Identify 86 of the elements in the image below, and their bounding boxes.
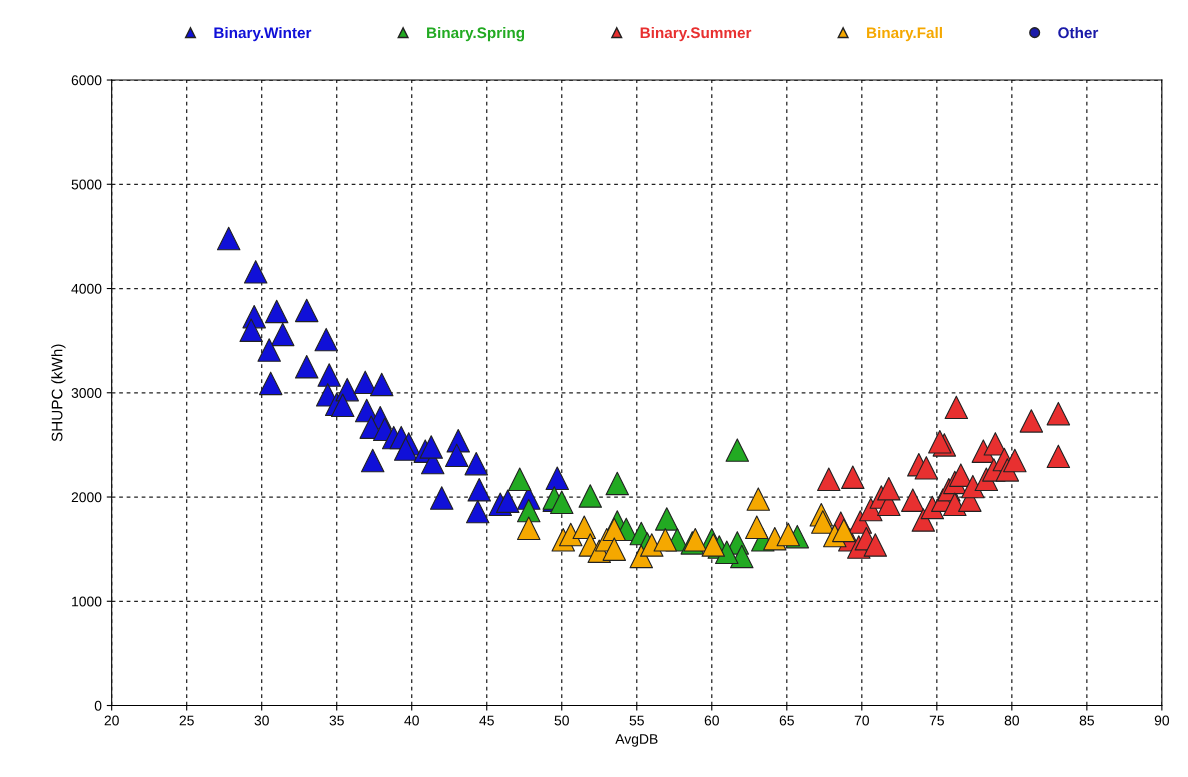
point bbox=[330, 393, 355, 418]
point bbox=[653, 528, 678, 552]
point bbox=[944, 395, 969, 420]
x-tick-label: 30 bbox=[254, 715, 269, 726]
point bbox=[264, 299, 289, 324]
point bbox=[419, 435, 443, 459]
x-tick-label: 40 bbox=[404, 715, 419, 726]
point bbox=[1046, 401, 1071, 426]
point bbox=[258, 371, 283, 396]
point bbox=[294, 354, 319, 379]
point bbox=[602, 537, 627, 561]
point bbox=[257, 338, 281, 362]
point bbox=[507, 467, 532, 492]
point bbox=[949, 463, 973, 487]
point bbox=[495, 489, 520, 513]
point bbox=[550, 490, 574, 514]
point bbox=[243, 260, 268, 284]
point bbox=[270, 322, 295, 347]
point bbox=[360, 448, 385, 473]
point bbox=[465, 499, 490, 524]
legend-label: Other bbox=[1058, 26, 1099, 39]
point bbox=[216, 226, 241, 251]
x-tick-label: 50 bbox=[554, 715, 569, 726]
point bbox=[841, 465, 865, 489]
point bbox=[832, 518, 856, 543]
point bbox=[444, 443, 469, 468]
point bbox=[701, 533, 726, 557]
x-tick-label: 60 bbox=[704, 715, 719, 726]
x-tick-label: 75 bbox=[929, 715, 944, 726]
point bbox=[605, 471, 630, 496]
x-tick-label: 55 bbox=[629, 715, 644, 726]
point bbox=[317, 363, 341, 387]
y-tick-label: 4000 bbox=[71, 283, 102, 294]
point bbox=[1019, 409, 1044, 433]
x-tick-label: 20 bbox=[104, 715, 119, 726]
x-tick-label: 85 bbox=[1079, 715, 1094, 726]
point bbox=[1003, 448, 1027, 473]
legend-label: Binary.Winter bbox=[214, 26, 312, 42]
legend-label: Binary.Spring bbox=[427, 26, 525, 42]
x-tick-label: 80 bbox=[1004, 715, 1020, 726]
point bbox=[745, 515, 769, 540]
point bbox=[1046, 444, 1071, 469]
point bbox=[353, 370, 377, 395]
point bbox=[715, 540, 739, 565]
point bbox=[863, 533, 888, 557]
point bbox=[464, 451, 488, 476]
point bbox=[817, 467, 841, 492]
point bbox=[928, 430, 952, 454]
y-tick-label: 6000 bbox=[71, 75, 102, 86]
point bbox=[239, 318, 263, 342]
y-tick-label: 0 bbox=[94, 700, 102, 711]
y-tick-label: 3000 bbox=[71, 388, 102, 398]
point bbox=[294, 298, 319, 323]
point bbox=[877, 476, 901, 501]
y-tick-label: 1000 bbox=[72, 596, 102, 607]
point bbox=[545, 466, 570, 491]
legend-label: Binary.Summer bbox=[640, 26, 752, 42]
point bbox=[467, 477, 491, 502]
point bbox=[572, 515, 597, 540]
point bbox=[578, 484, 603, 508]
point bbox=[901, 488, 925, 512]
x-tick-label: 25 bbox=[179, 715, 194, 726]
point bbox=[776, 522, 801, 547]
point bbox=[655, 507, 679, 531]
point bbox=[602, 517, 627, 542]
point bbox=[516, 516, 541, 541]
point bbox=[811, 510, 835, 534]
point bbox=[725, 438, 750, 462]
x-tick-label: 35 bbox=[329, 715, 344, 726]
legend-label: Binary.Fall bbox=[867, 26, 942, 42]
y-tick-label: 2000 bbox=[71, 492, 102, 503]
point bbox=[914, 456, 939, 480]
x-tick-label: 45 bbox=[479, 715, 494, 726]
x-tick-label: 70 bbox=[854, 715, 869, 726]
y-tick-label: 5000 bbox=[71, 179, 102, 190]
point bbox=[393, 437, 418, 461]
point bbox=[314, 327, 338, 352]
x-axis-title: AvgDB bbox=[615, 734, 658, 747]
point bbox=[730, 544, 754, 569]
point bbox=[746, 487, 771, 511]
point bbox=[943, 492, 967, 517]
x-tick-label: 90 bbox=[1154, 715, 1170, 726]
y-axis-title: SHUPC (kWh) bbox=[51, 344, 66, 442]
point bbox=[369, 372, 394, 397]
x-tick-label: 65 bbox=[779, 715, 794, 726]
point bbox=[429, 486, 454, 510]
